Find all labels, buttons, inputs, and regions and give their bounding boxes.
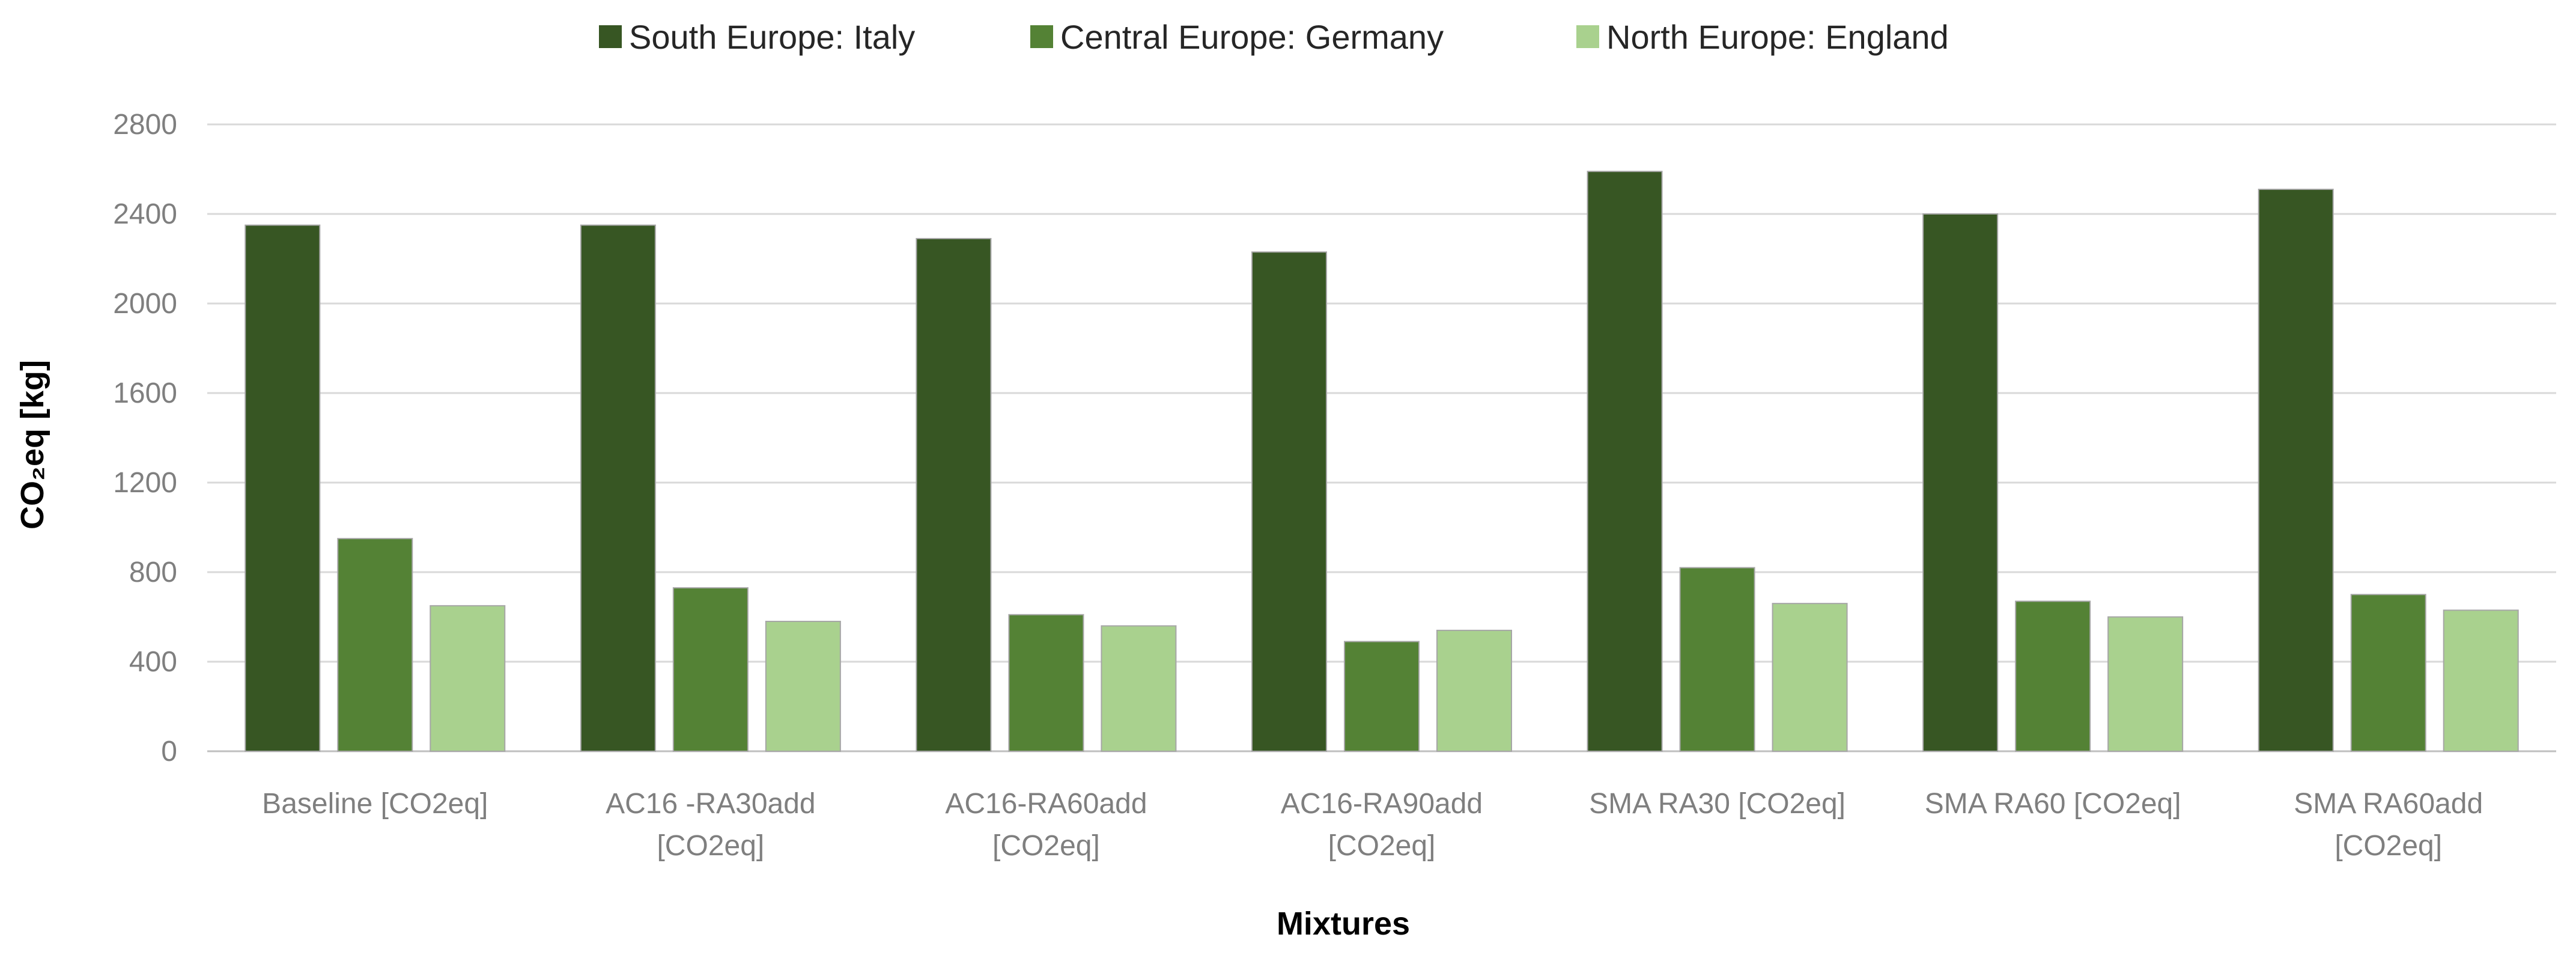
bar-central-europe-germany (2350, 594, 2426, 752)
bar-north-europe-england (1436, 629, 1512, 752)
y-tick-label: 800 (129, 557, 177, 588)
bar-central-europe-germany (2015, 600, 2091, 752)
legend-swatch (1576, 25, 1599, 48)
bar-central-europe-germany (672, 587, 749, 752)
legend-label: Central Europe: Germany (1060, 18, 1444, 56)
bar-south-europe-italy (245, 224, 321, 752)
bar-central-europe-germany (337, 538, 413, 752)
bar-south-europe-italy (916, 237, 992, 752)
bar-central-europe-germany (1344, 641, 1420, 752)
y-tick-label: 0 (161, 736, 177, 767)
y-tick-label: 1200 (113, 467, 177, 499)
x-category-label: AC16-RA90add [CO2eq] (1281, 788, 1483, 862)
legend-swatch (599, 25, 622, 48)
y-tick-label: 1600 (113, 377, 177, 409)
y-tick-label: 400 (129, 646, 177, 678)
legend-label: North Europe: England (1606, 18, 1949, 56)
x-category-label: SMA RA60 [CO2eq] (1925, 788, 2181, 820)
bar-south-europe-italy (2258, 189, 2334, 752)
y-tick-label: 2800 (113, 109, 177, 141)
bar-south-europe-italy (580, 224, 656, 752)
x-axis-categories: Baseline [CO2eq] AC16 -RA30add [CO2eq] AC16… (262, 788, 2483, 862)
bar-south-europe-italy (1251, 251, 1327, 752)
legend-swatch (1030, 25, 1053, 48)
y-axis-title: CO₂eq [kg] (14, 360, 50, 529)
bar-north-europe-england (1101, 625, 1177, 752)
bar-south-europe-italy (1587, 171, 1663, 752)
bar-north-europe-england (765, 620, 841, 752)
y-tick-label: 2000 (113, 288, 177, 320)
bars (245, 171, 2519, 752)
bar-north-europe-england (2107, 616, 2184, 752)
bar-south-europe-italy (1922, 213, 1999, 752)
bar-north-europe-england (2443, 609, 2519, 752)
bar-north-europe-england (430, 605, 506, 752)
legend-label: South Europe: Italy (629, 18, 915, 56)
x-category-label: AC16-RA60add [CO2eq] (945, 788, 1147, 862)
x-category-label: SMA RA30 [CO2eq] (1589, 788, 1845, 820)
bar-central-europe-germany (1008, 614, 1084, 752)
y-tick-label: 2400 (113, 198, 177, 230)
x-category-label: AC16 -RA30add [CO2eq] (606, 788, 816, 862)
x-axis-title: Mixtures (1277, 906, 1410, 942)
y-axis-ticks: 0 400 800 1200 1600 2000 2400 2800 (113, 109, 177, 767)
x-category-label: Baseline [CO2eq] (262, 788, 488, 820)
legend: South Europe: Italy Central Europe: Germa… (599, 18, 1949, 56)
bar-north-europe-england (1772, 603, 1848, 752)
x-category-label: SMA RA60add [CO2eq] (2294, 788, 2483, 862)
bar-central-europe-germany (1679, 567, 1755, 752)
